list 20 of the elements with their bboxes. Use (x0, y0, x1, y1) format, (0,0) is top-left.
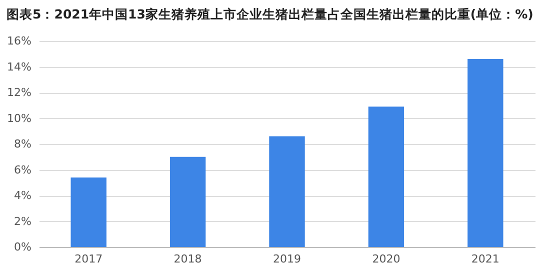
y-tick-label: 12% (7, 86, 32, 99)
y-tick-label: 2% (14, 214, 32, 228)
y-tick-label: 14% (7, 60, 32, 74)
chart-title: 图表5：2021年中国13家生猪养殖上市企业生猪出栏量占全国生猪出栏量的比重(单位：%) (6, 6, 534, 22)
y-tick-label: 10% (7, 112, 32, 125)
y-tick-label: 16% (7, 34, 32, 48)
bar (170, 156, 206, 247)
y-tick-label: 8% (14, 138, 32, 150)
y-tick-label: 6% (14, 163, 32, 176)
x-tick-label: 2019 (273, 252, 301, 266)
x-tick-label: 2021 (471, 252, 500, 266)
x-tick-label: 2020 (372, 252, 400, 266)
bar (368, 106, 404, 247)
y-tick-label: 4% (14, 189, 32, 202)
x-tick-label: 2017 (74, 252, 103, 266)
x-tick-label: 2018 (174, 252, 202, 266)
bar (269, 136, 305, 247)
bar (70, 177, 106, 247)
y-tick-label: 0% (14, 240, 32, 254)
bar (468, 59, 504, 247)
